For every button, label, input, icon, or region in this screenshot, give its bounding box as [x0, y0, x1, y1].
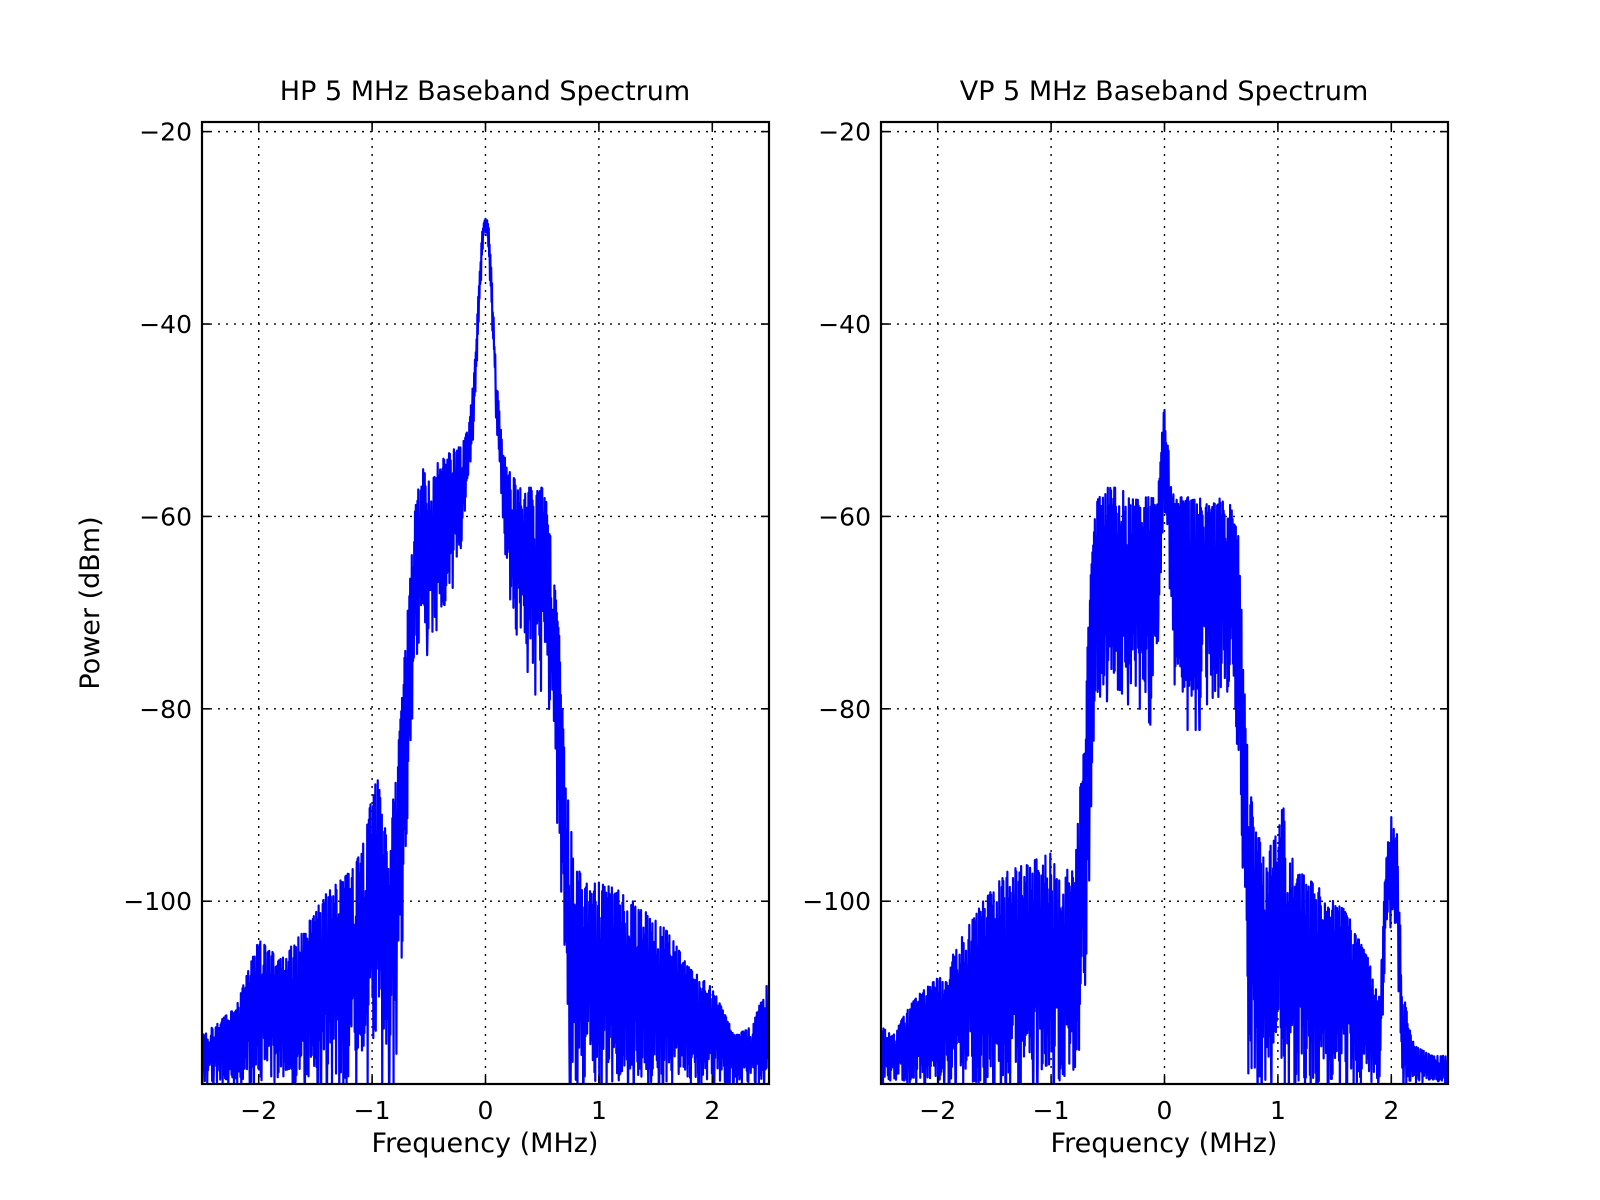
vp-y-tick-label: −60	[818, 502, 871, 531]
hp-y-tick-label: −100	[123, 887, 192, 916]
hp-spectrum-trace	[202, 217, 769, 1084]
hp-y-tick-label: −20	[139, 118, 192, 147]
hp-ticks: −2 −1 0 1 2 −20 −40 −60 −80 −100	[123, 118, 769, 1125]
vp-x-tick-label: −2	[919, 1096, 956, 1125]
vp-y-tick-label: −20	[818, 118, 871, 147]
vp-x-tick-label: −1	[1033, 1096, 1070, 1125]
vp-chart-title: VP 5 MHz Baseband Spectrum	[960, 76, 1369, 107]
vp-x-tick-label: 2	[1383, 1096, 1399, 1125]
vp-plot-area	[881, 408, 1448, 1084]
hp-plot-area	[202, 217, 769, 1084]
hp-x-tick-label: −1	[354, 1096, 391, 1125]
hp-y-tick-label: −80	[139, 695, 192, 724]
hp-y-tick-label: −40	[139, 310, 192, 339]
vp-y-tick-label: −80	[818, 695, 871, 724]
hp-x-tick-label: 0	[478, 1096, 494, 1125]
hp-y-tick-label: −60	[139, 502, 192, 531]
vp-spectrum-trace	[881, 408, 1448, 1084]
vp-y-tick-label: −100	[802, 887, 871, 916]
vp-y-tick-label: −40	[818, 310, 871, 339]
hp-y-axis-label: Power (dBm)	[75, 516, 106, 689]
hp-x-tick-label: −2	[240, 1096, 277, 1125]
hp-chart-title: HP 5 MHz Baseband Spectrum	[280, 76, 690, 107]
hp-x-axis-label: Frequency (MHz)	[372, 1128, 599, 1159]
vp-x-tick-label: 1	[1270, 1096, 1286, 1125]
vp-spectrum-panel: VP 5 MHz Baseband Spectrum −2 −1 0 1 2 −20 −40…	[802, 76, 1450, 1159]
hp-x-tick-label: 2	[704, 1096, 720, 1125]
hp-x-tick-label: 1	[591, 1096, 607, 1125]
vp-x-axis-label: Frequency (MHz)	[1051, 1128, 1278, 1159]
vp-x-tick-label: 0	[1157, 1096, 1173, 1125]
vp-ticks: −2 −1 0 1 2 −20 −40 −60 −80 −100	[802, 118, 1448, 1125]
hp-spectrum-panel: HP 5 MHz Baseband Spectrum −2 −1 0 1 2 −20 −40…	[75, 76, 771, 1159]
